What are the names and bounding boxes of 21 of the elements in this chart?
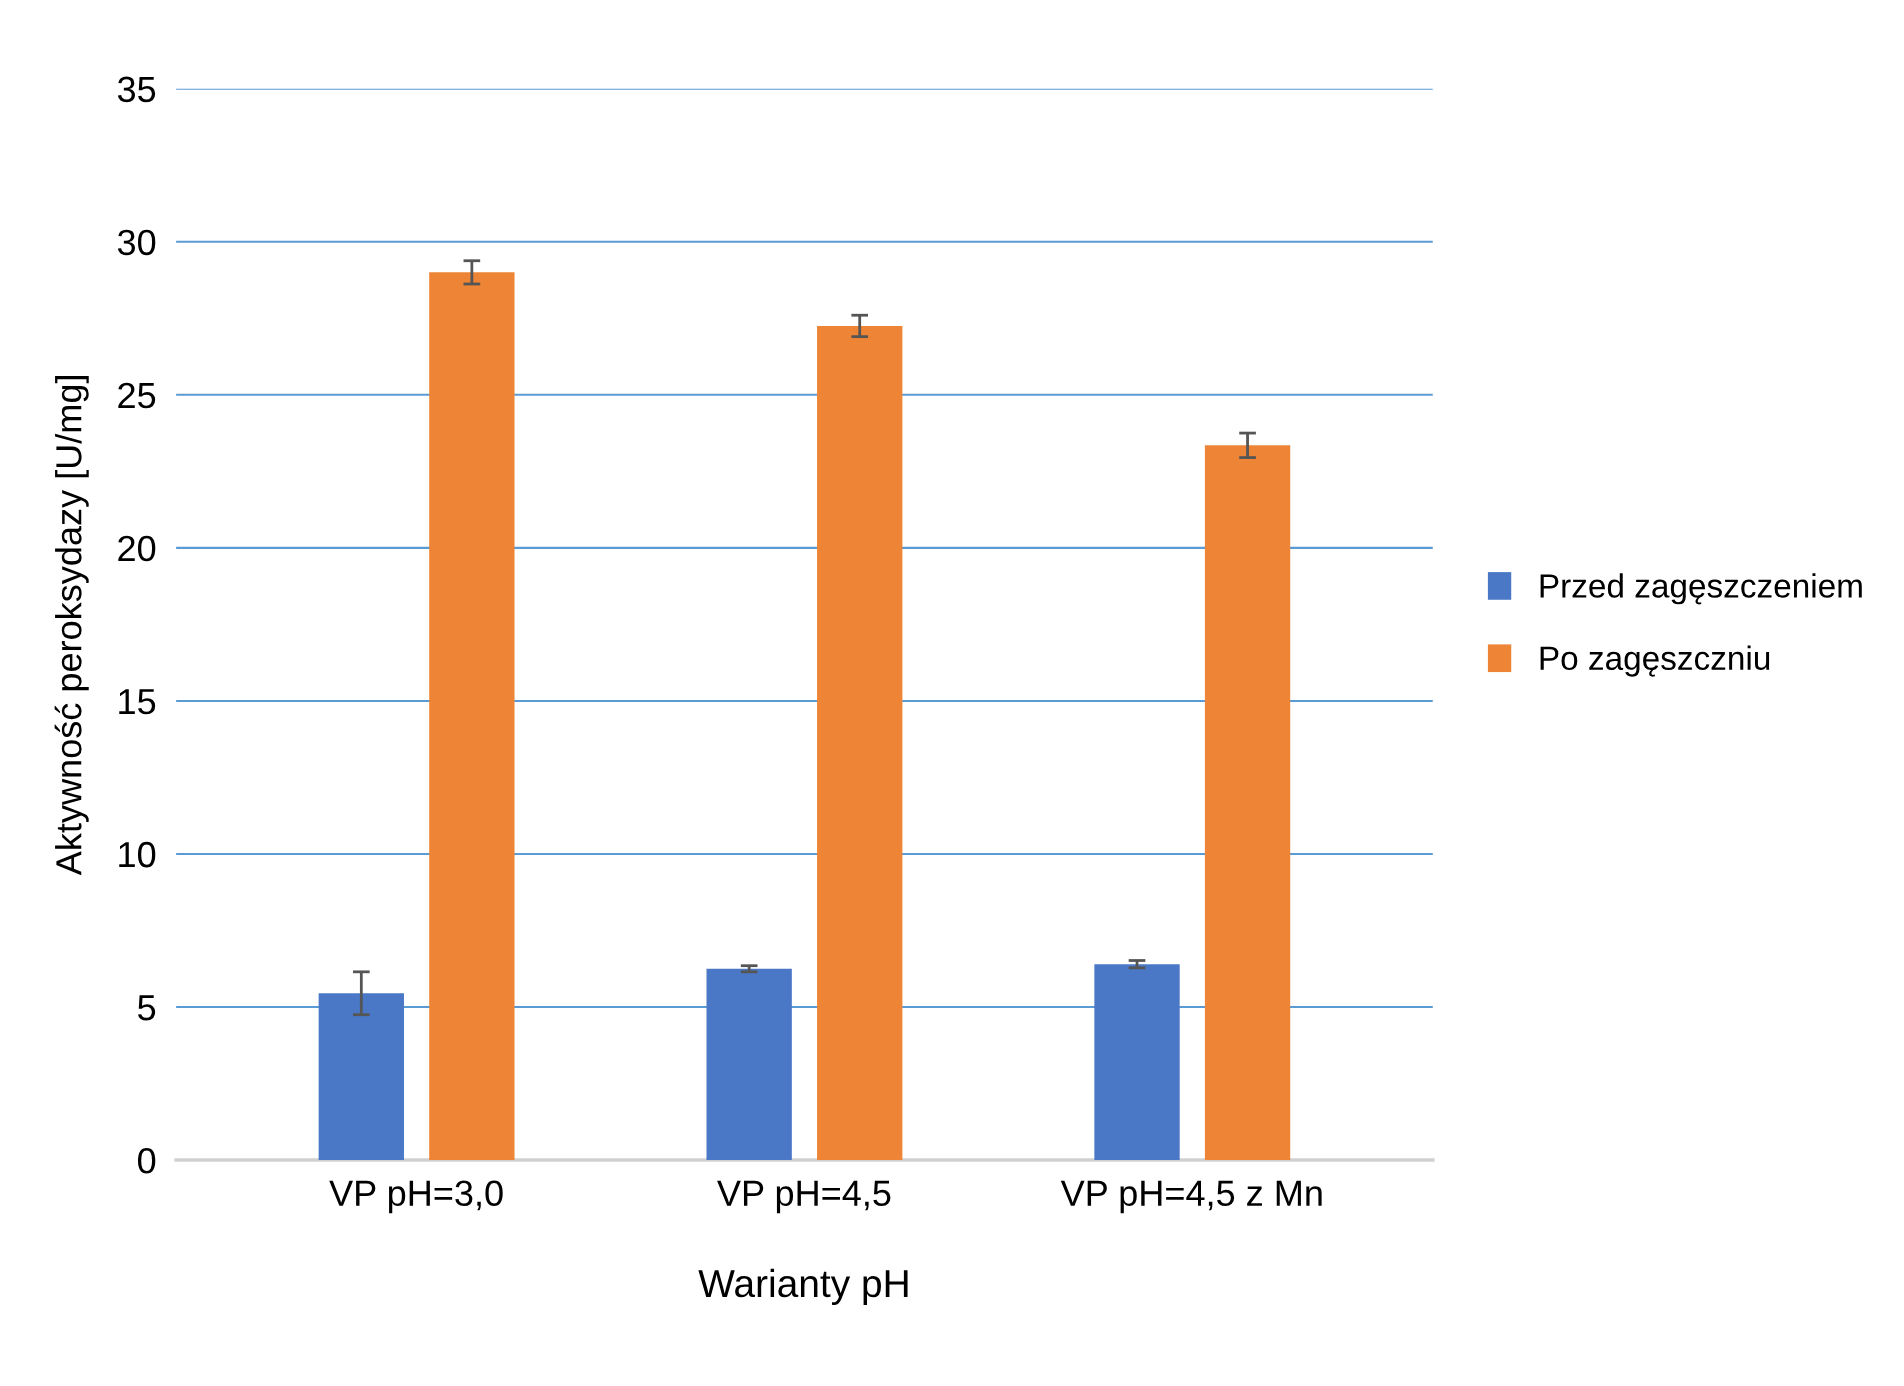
x-axis-title: Warianty pH	[698, 1268, 908, 1305]
bar	[1204, 445, 1291, 1161]
y-tick-label: 15	[119, 689, 156, 715]
bar	[1094, 964, 1180, 1161]
y-tick-label: 0	[138, 1147, 156, 1174]
y-tick-label: 35	[117, 76, 156, 103]
y-tick-label: 10	[119, 841, 156, 868]
x-tick-label: VP pH=4,5 z Mn	[1060, 1180, 1322, 1214]
x-tick-label: VP pH=3,0	[329, 1180, 503, 1214]
bar	[706, 968, 792, 1161]
bar	[318, 993, 404, 1161]
y-axis-title: Aktywność peroksydazy [U/mg]	[54, 376, 89, 876]
y-tick-label: 20	[118, 535, 156, 562]
bar	[817, 325, 903, 1161]
y-tick-label: 25	[118, 382, 156, 409]
bar	[429, 272, 515, 1161]
legend-label: Przed zagęszczeniem	[1540, 573, 1862, 605]
y-tick-label: 5	[138, 995, 156, 1021]
x-tick-label: VP pH=4,5	[717, 1180, 891, 1214]
y-tick-label: 30	[117, 229, 156, 256]
legend-label: Po zagęszczniu	[1540, 645, 1770, 677]
